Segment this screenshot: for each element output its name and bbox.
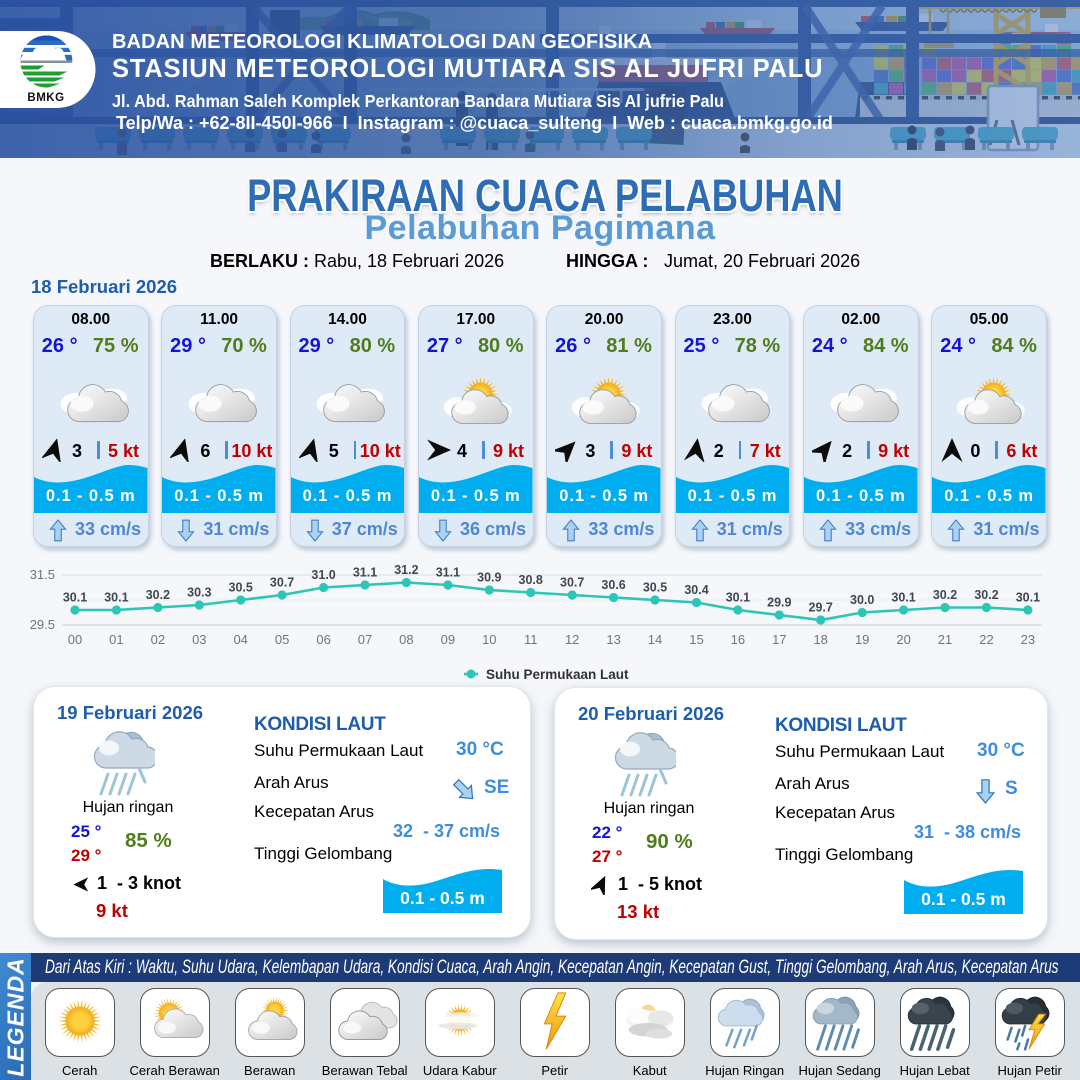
- svg-text:01: 01: [109, 632, 123, 647]
- svg-text:22: 22: [979, 632, 993, 647]
- svg-text:30.1: 30.1: [891, 591, 915, 605]
- svg-text:30.4: 30.4: [684, 583, 708, 597]
- svg-text:03: 03: [192, 632, 206, 647]
- svg-text:31.2: 31.2: [394, 563, 418, 577]
- svg-text:05: 05: [275, 632, 289, 647]
- svg-text:11: 11: [524, 632, 538, 647]
- svg-text:19: 19: [855, 632, 869, 647]
- svg-text:30.9: 30.9: [477, 571, 501, 585]
- svg-text:30.2: 30.2: [974, 588, 998, 602]
- svg-text:30.1: 30.1: [1016, 591, 1040, 605]
- svg-text:18: 18: [813, 632, 827, 647]
- svg-text:30.8: 30.8: [519, 573, 543, 587]
- svg-text:29.7: 29.7: [809, 601, 833, 615]
- svg-text:08: 08: [399, 632, 413, 647]
- svg-text:00: 00: [68, 632, 82, 647]
- svg-text:04: 04: [233, 632, 247, 647]
- svg-text:13: 13: [606, 632, 620, 647]
- svg-text:30.7: 30.7: [560, 576, 584, 590]
- svg-text:07: 07: [358, 632, 372, 647]
- svg-text:Suhu Permukaan Laut: Suhu Permukaan Laut: [486, 667, 629, 682]
- svg-text:02: 02: [151, 632, 165, 647]
- svg-text:15: 15: [689, 632, 703, 647]
- svg-text:10: 10: [482, 632, 496, 647]
- svg-text:30.5: 30.5: [229, 581, 253, 595]
- svg-text:09: 09: [441, 632, 455, 647]
- svg-text:30.2: 30.2: [146, 588, 170, 602]
- svg-text:30.1: 30.1: [104, 591, 128, 605]
- svg-text:30.1: 30.1: [63, 591, 87, 605]
- svg-text:31.0: 31.0: [311, 568, 335, 582]
- svg-text:06: 06: [316, 632, 330, 647]
- svg-text:21: 21: [938, 632, 952, 647]
- svg-text:31.1: 31.1: [353, 566, 377, 580]
- svg-text:30.6: 30.6: [601, 578, 625, 592]
- svg-text:16: 16: [731, 632, 745, 647]
- svg-text:29.9: 29.9: [767, 596, 791, 610]
- svg-text:14: 14: [648, 632, 662, 647]
- svg-text:29.5: 29.5: [30, 617, 55, 632]
- svg-text:31.5: 31.5: [30, 567, 55, 582]
- svg-text:12: 12: [565, 632, 579, 647]
- svg-text:20: 20: [896, 632, 910, 647]
- svg-text:30.3: 30.3: [187, 586, 211, 600]
- svg-text:30.2: 30.2: [933, 588, 957, 602]
- svg-text:30.5: 30.5: [643, 581, 667, 595]
- svg-text:17: 17: [772, 632, 786, 647]
- svg-text:23: 23: [1021, 632, 1035, 647]
- svg-text:30.1: 30.1: [726, 591, 750, 605]
- svg-text:BMKG: BMKG: [27, 92, 64, 104]
- svg-text:30.7: 30.7: [270, 576, 294, 590]
- svg-text:31.1: 31.1: [436, 566, 460, 580]
- svg-text:30.0: 30.0: [850, 593, 874, 607]
